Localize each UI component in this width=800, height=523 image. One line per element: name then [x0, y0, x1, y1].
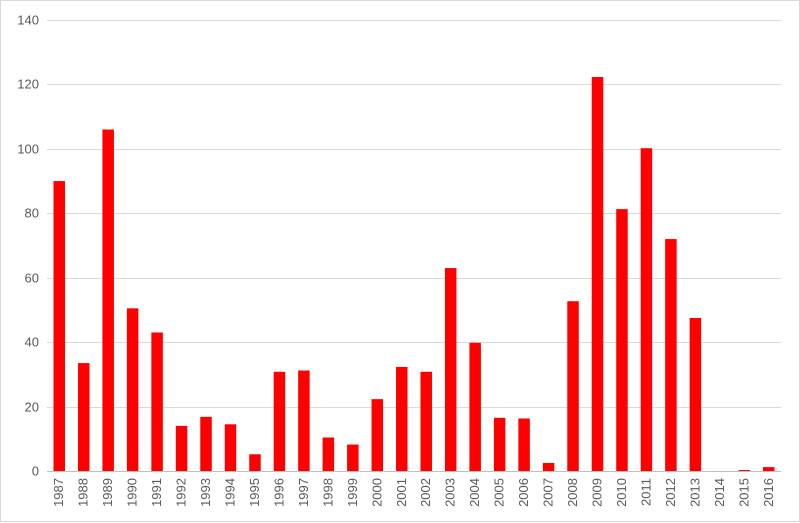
x-tick-label: 2006	[516, 478, 531, 507]
x-tick-label: 2004	[467, 478, 482, 507]
bar-2011	[640, 148, 653, 471]
y-tick-label: 40	[25, 335, 39, 350]
bar-1987	[53, 181, 65, 471]
bar-1992	[175, 425, 188, 471]
bar-2012	[665, 239, 677, 471]
bar-1995	[249, 454, 261, 471]
x-tick-label: 2003	[443, 478, 458, 507]
x-tick-label: 1995	[247, 478, 262, 507]
bar-2010	[616, 209, 628, 471]
x-tick-label: 2010	[614, 478, 629, 507]
x-tick-label: 1993	[198, 478, 213, 507]
bar-1998	[322, 437, 335, 471]
bar-2016	[763, 467, 775, 471]
bar-2008	[567, 301, 579, 471]
x-tick-label: 2013	[687, 478, 702, 507]
x-tick-label: 1999	[345, 478, 360, 507]
bar-1996	[273, 371, 286, 471]
bar-1999	[347, 444, 359, 471]
x-tick-label: 1988	[76, 478, 91, 507]
gridlines	[47, 20, 781, 408]
bar-1988	[77, 363, 90, 471]
x-axis: 1987 1988 1989 1990 1991 1992 1993 1994 1995 1996…	[47, 471, 781, 507]
bar-1994	[224, 424, 237, 471]
y-tick-label: 20	[25, 400, 39, 415]
bar-1989	[102, 129, 114, 471]
y-tick-label: 140	[17, 13, 39, 28]
x-tick-label: 2014	[712, 478, 727, 507]
x-tick-label: 2000	[369, 478, 384, 507]
bar-2001	[396, 366, 408, 471]
x-tick-label: 2002	[418, 478, 433, 507]
bar-2000	[371, 399, 384, 471]
bar-2015	[738, 470, 751, 471]
x-tick-label: 1997	[296, 478, 311, 507]
x-tick-label: 1994	[223, 478, 238, 507]
y-axis: 0 20 40 60 80 100 120 140	[17, 13, 39, 479]
bar-2003	[444, 268, 457, 471]
x-tick-label: 1992	[174, 478, 189, 507]
bar-2006	[518, 418, 530, 471]
x-tick-label: 1987	[51, 478, 66, 507]
bar-2009	[591, 77, 604, 472]
y-tick-label: 60	[25, 271, 39, 286]
x-tick-label: 2012	[663, 478, 678, 507]
y-tick-label: 120	[17, 77, 39, 92]
y-tick-label: 80	[25, 206, 39, 221]
bar-1991	[151, 332, 163, 471]
x-tick-label: 2015	[736, 478, 751, 507]
x-tick-label: 1990	[125, 478, 140, 507]
x-tick-label: 2009	[590, 478, 605, 507]
x-tick-label: 2001	[394, 478, 409, 507]
bar-2002	[420, 371, 432, 471]
y-tick-label: 0	[32, 464, 39, 479]
bar-2005	[493, 417, 506, 471]
x-tick-label: 2007	[541, 478, 556, 507]
bar-2013	[689, 317, 702, 471]
y-tick-label: 100	[17, 142, 39, 157]
x-tick-label: 1989	[100, 478, 115, 507]
bar-1993	[200, 416, 212, 471]
bar-2007	[542, 462, 555, 471]
x-tick-label: 1996	[271, 478, 286, 507]
bars	[53, 77, 775, 472]
x-tick-label: 2011	[638, 478, 653, 506]
x-tick-label: 2016	[761, 478, 776, 507]
x-tick-label: 2005	[492, 478, 507, 507]
x-tick-label: 1991	[149, 478, 164, 507]
x-tick-label: 1998	[320, 478, 335, 507]
bar-1997	[298, 370, 310, 471]
bar-2004	[469, 342, 481, 471]
bar-1990	[126, 308, 139, 471]
x-tick-label: 2008	[565, 478, 580, 507]
